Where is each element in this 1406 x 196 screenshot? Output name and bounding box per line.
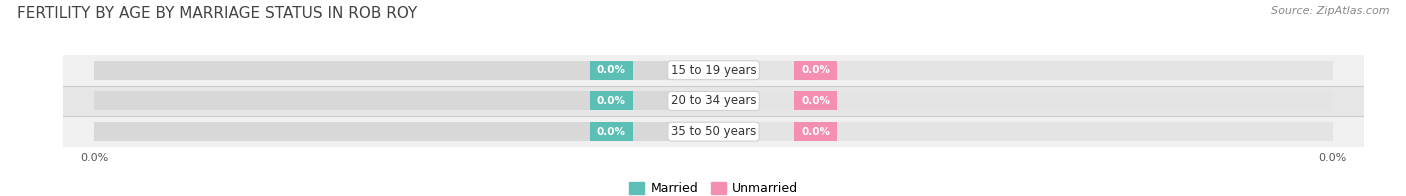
Text: 0.0%: 0.0% — [801, 96, 830, 106]
Bar — [63, 116, 1364, 147]
Legend: Married, Unmarried: Married, Unmarried — [627, 180, 800, 196]
Text: 0.0%: 0.0% — [598, 65, 626, 75]
Bar — [589, 122, 633, 141]
Bar — [713, 61, 1333, 80]
Text: FERTILITY BY AGE BY MARRIAGE STATUS IN ROB ROY: FERTILITY BY AGE BY MARRIAGE STATUS IN R… — [17, 6, 418, 21]
Bar — [794, 61, 838, 80]
Text: 0.0%: 0.0% — [598, 127, 626, 137]
Bar — [589, 91, 633, 111]
Bar — [794, 91, 838, 111]
Bar — [589, 61, 633, 80]
Text: 20 to 34 years: 20 to 34 years — [671, 94, 756, 107]
Text: 35 to 50 years: 35 to 50 years — [671, 125, 756, 138]
Bar — [794, 122, 838, 141]
Bar — [713, 91, 1333, 111]
Bar — [94, 122, 713, 141]
Bar — [63, 55, 1364, 86]
Bar — [63, 86, 1364, 116]
Text: 0.0%: 0.0% — [801, 127, 830, 137]
Bar — [713, 122, 1333, 141]
Text: 0.0%: 0.0% — [598, 96, 626, 106]
Text: 15 to 19 years: 15 to 19 years — [671, 64, 756, 77]
Text: 0.0%: 0.0% — [801, 65, 830, 75]
Text: Source: ZipAtlas.com: Source: ZipAtlas.com — [1271, 6, 1389, 16]
Bar — [94, 91, 713, 111]
Bar — [94, 61, 713, 80]
